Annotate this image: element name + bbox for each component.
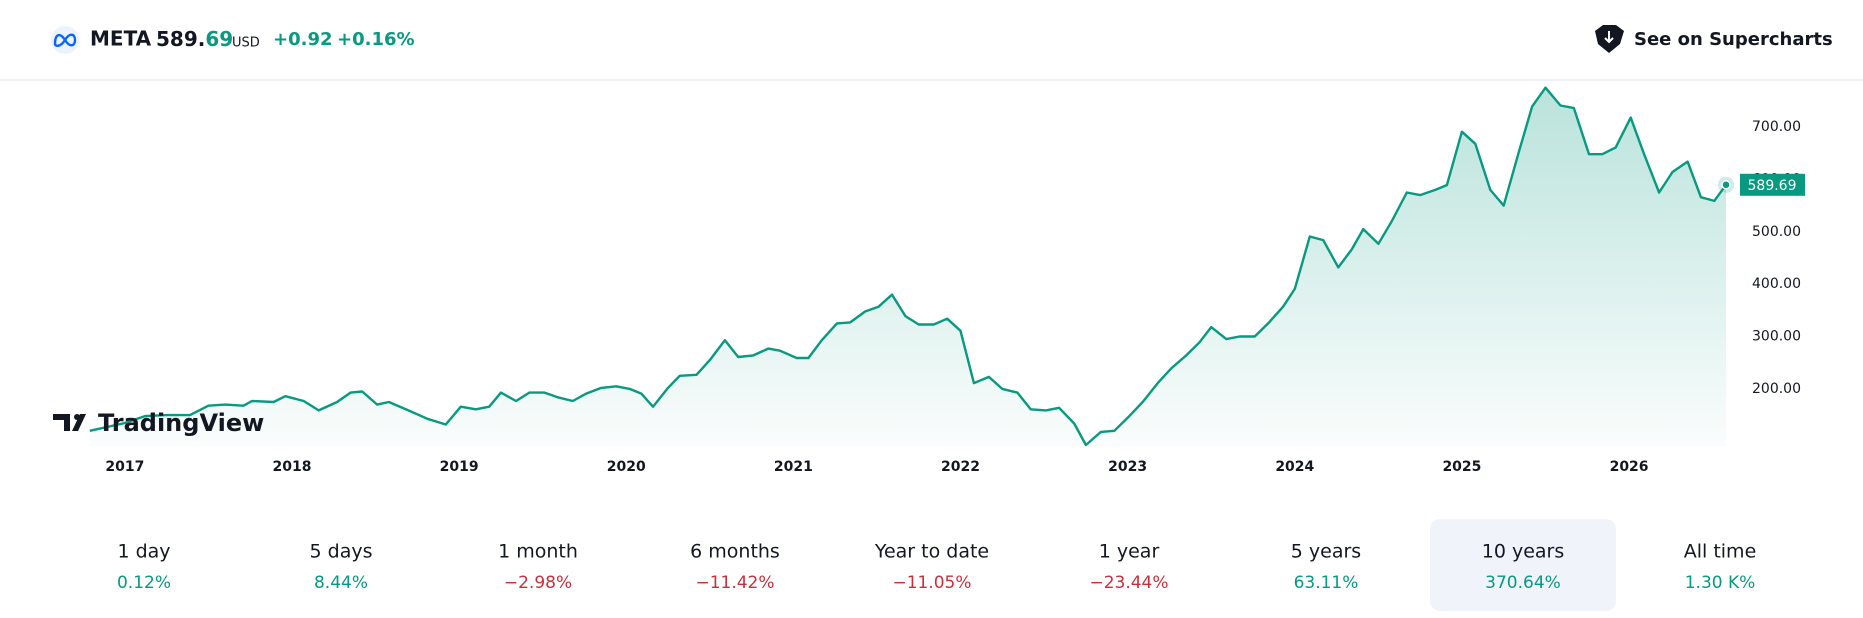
- period-change[interactable]: 8.44%: [314, 573, 368, 593]
- period-change[interactable]: 63.11%: [1294, 573, 1359, 593]
- x-tick-label: 2022: [941, 459, 980, 475]
- period-change[interactable]: −23.44%: [1089, 573, 1168, 593]
- price-frac: 69: [205, 27, 233, 51]
- x-tick-label: 2025: [1442, 459, 1481, 475]
- watermark-logo-dot: [74, 414, 80, 420]
- last-price-label: 589.69: [1748, 178, 1797, 194]
- watermark-text: TradingView: [98, 409, 264, 437]
- period-change[interactable]: 0.12%: [117, 573, 171, 593]
- x-tick-label: 2017: [105, 459, 144, 475]
- last-price-badge: [1740, 173, 1805, 196]
- x-tick-label: 2021: [774, 459, 813, 475]
- watermark: TradingView: [53, 409, 264, 437]
- area-fill: [89, 87, 1726, 446]
- y-tick-label: 500.00: [1752, 224, 1801, 240]
- x-tick-label: 2023: [1108, 459, 1147, 475]
- supercharts-icon-arrow: [1604, 31, 1614, 44]
- supercharts-button[interactable]: See on Supercharts: [1595, 25, 1833, 53]
- period-change[interactable]: −11.42%: [695, 573, 774, 593]
- period-change[interactable]: −11.05%: [892, 573, 971, 593]
- y-tick-label: 400.00: [1752, 276, 1801, 292]
- period-label[interactable]: 5 days: [310, 541, 373, 563]
- period-label[interactable]: 6 months: [690, 541, 780, 563]
- period-cell[interactable]: 1 day 0.12%: [117, 541, 171, 594]
- change: +0.92: [273, 29, 333, 50]
- period-cell[interactable]: Year to date −11.05%: [874, 541, 989, 594]
- period-cell[interactable]: 6 months −11.42%: [690, 541, 780, 594]
- currency: USD: [232, 36, 260, 51]
- period-label[interactable]: 1 year: [1099, 541, 1160, 563]
- period-label[interactable]: 10 years: [1482, 541, 1565, 563]
- price: 589.69: [156, 27, 233, 51]
- period-change[interactable]: −2.98%: [504, 573, 572, 593]
- period-cell[interactable]: 5 days 8.44%: [310, 541, 373, 594]
- symbol: META: [90, 27, 152, 51]
- period-cell[interactable]: 1 month −2.98%: [498, 541, 578, 594]
- change-percent: +0.16%: [337, 29, 415, 50]
- period-cell[interactable]: 10 years 370.64%: [1430, 519, 1616, 611]
- watermark-logo: [53, 414, 86, 431]
- period-label[interactable]: All time: [1684, 541, 1757, 563]
- period-label[interactable]: 1 day: [117, 541, 170, 563]
- y-tick-label: 200.00: [1752, 381, 1801, 397]
- period-cell[interactable]: All time 1.30 K%: [1684, 541, 1757, 594]
- period-cell[interactable]: 5 years 63.11%: [1291, 541, 1361, 594]
- price-main: 589.: [156, 27, 205, 51]
- x-tick-label: 2024: [1275, 459, 1314, 475]
- price-line: [89, 86, 1727, 447]
- x-tick-label: 2026: [1610, 459, 1649, 475]
- header: META 589.69 USD +0.92 +0.16% See on Supe…: [0, 25, 1863, 81]
- period-change[interactable]: 1.30 K%: [1685, 573, 1756, 593]
- period-change[interactable]: 370.64%: [1485, 573, 1561, 593]
- supercharts-label[interactable]: See on Supercharts: [1634, 29, 1833, 50]
- period-bar: 1 day 0.12% 5 days 8.44% 1 month −2.98% 6 mont…: [117, 519, 1756, 611]
- x-tick-label: 2019: [440, 459, 479, 475]
- period-cell[interactable]: 1 year −23.44%: [1089, 541, 1168, 594]
- x-tick-label: 2020: [607, 459, 646, 475]
- period-label[interactable]: 1 month: [498, 541, 578, 563]
- y-tick-label: 300.00: [1752, 329, 1801, 345]
- period-label[interactable]: Year to date: [874, 541, 989, 563]
- chart: 200.00300.00400.00500.00600.00700.002017…: [89, 86, 1805, 475]
- period-selected-bg: [1430, 519, 1616, 611]
- period-label[interactable]: 5 years: [1291, 541, 1361, 563]
- x-tick-label: 2018: [273, 459, 312, 475]
- last-point: [1721, 180, 1731, 190]
- meta-logo: [53, 33, 77, 47]
- y-tick-label: 700.00: [1752, 119, 1801, 135]
